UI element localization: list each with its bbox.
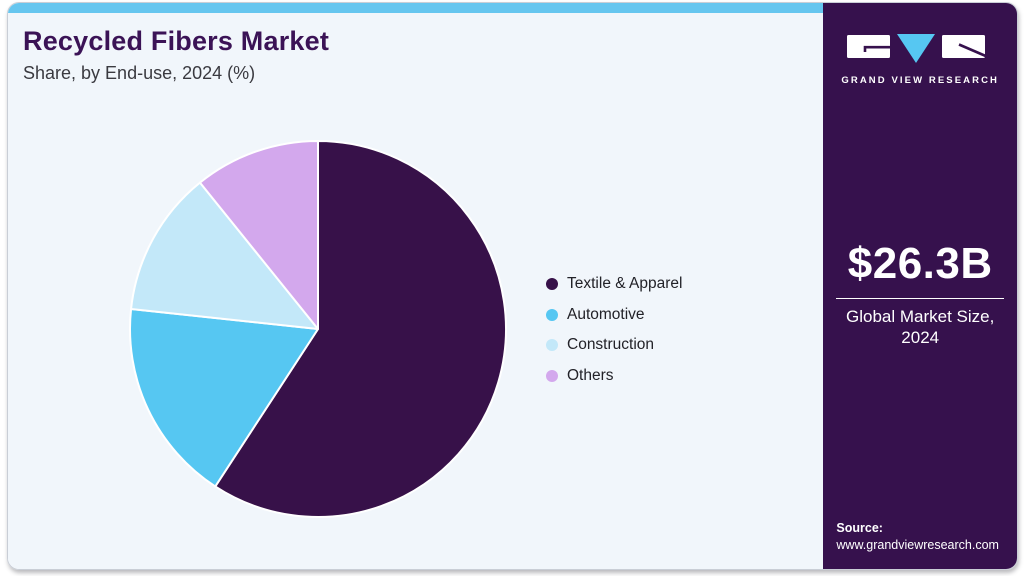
page-title: Recycled Fibers Market	[23, 26, 330, 56]
pie-slice-others	[198, 140, 319, 330]
header: Recycled Fibers Market Share, by End-use…	[23, 26, 330, 84]
legend: Textile & Apparel Automotive Construction O…	[546, 269, 682, 391]
legend-marker-icon	[546, 308, 558, 321]
source-block: Source: www.grandviewresearch.com	[836, 521, 999, 552]
brand-name: GRAND VIEW RESEARCH	[841, 75, 999, 86]
legend-item-construction: Construction	[546, 330, 682, 361]
legend-marker-icon	[546, 278, 558, 291]
pie-slice-automotive	[129, 307, 319, 488]
legend-label: Others	[567, 366, 614, 384]
market-size-block: $26.3B Global Market Size, 2024	[823, 239, 1017, 348]
legend-label: Automotive	[567, 305, 645, 323]
legend-item-textile-apparel: Textile & Apparel	[546, 269, 682, 300]
divider	[836, 298, 1005, 299]
legend-label: Textile & Apparel	[567, 275, 683, 293]
pie-slice-construction	[130, 181, 319, 330]
legend-label: Construction	[567, 336, 655, 354]
gvr-logo-icon	[847, 34, 989, 63]
market-size-value: $26.3B	[847, 239, 993, 288]
pie-slice-textile-apparel	[214, 140, 507, 518]
legend-item-others: Others	[546, 361, 682, 392]
market-size-label-line1: Global Market Size,	[846, 307, 995, 326]
page-subtitle: Share, by End-use, 2024 (%)	[23, 62, 256, 83]
report-card: Recycled Fibers Market Share, by End-use…	[7, 2, 1018, 570]
source-label: Source:	[836, 521, 883, 535]
brand-logo-block: GRAND VIEW RESEARCH	[823, 31, 1017, 86]
market-size-label-line2: 2024	[901, 328, 940, 347]
pie-chart	[128, 139, 508, 519]
chart-panel: Recycled Fibers Market Share, by End-use…	[8, 3, 824, 569]
legend-marker-icon	[546, 369, 558, 382]
pie-chart-svg	[129, 140, 507, 518]
legend-item-automotive: Automotive	[546, 300, 682, 331]
accent-topbar	[8, 3, 824, 13]
sidebar: GRAND VIEW RESEARCH $26.3B Global Market…	[823, 3, 1017, 569]
source-url-link[interactable]: www.grandviewresearch.com	[836, 538, 999, 552]
legend-marker-icon	[546, 339, 558, 352]
